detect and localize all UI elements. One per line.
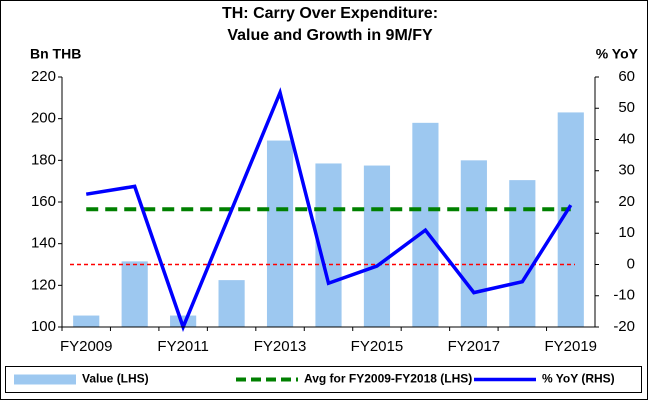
- chart-title: TH: Carry Over Expenditure:: [222, 5, 438, 22]
- y2-tick-label: 0: [627, 255, 635, 272]
- chart-title: Value and Growth in 9M/FY: [227, 27, 433, 44]
- y2-tick-label: -20: [613, 318, 635, 335]
- y-tick-label: 220: [31, 68, 56, 85]
- bar: [170, 315, 197, 327]
- bar: [460, 160, 487, 327]
- bar: [121, 261, 148, 327]
- y2-tick-label: 20: [618, 193, 635, 210]
- legend-swatch: [14, 374, 76, 385]
- x-tick-label: FY2011: [157, 338, 208, 355]
- legend-box: [5, 366, 642, 393]
- y-axis-label: Bn THB: [30, 46, 81, 62]
- x-tick-label: FY2009: [60, 338, 113, 355]
- y-tick-label: 100: [31, 318, 56, 335]
- y2-axis-label: % YoY: [596, 46, 639, 62]
- bar: [509, 180, 536, 327]
- y2-tick-label: 60: [618, 68, 635, 85]
- y-tick-label: 140: [31, 235, 56, 252]
- bar: [73, 315, 100, 327]
- y-tick-label: 200: [31, 110, 56, 127]
- y2-tick-label: 40: [618, 130, 635, 147]
- x-tick-label: FY2015: [351, 338, 404, 355]
- y2-tick-label: 50: [618, 99, 635, 116]
- y2-tick-label: 30: [618, 162, 635, 179]
- series-line: [85, 87, 573, 332]
- x-tick-label: FY2013: [254, 338, 307, 355]
- legend-label: Avg for FY2009-FY2018 (LHS): [304, 372, 472, 386]
- bar: [266, 140, 294, 327]
- x-tick-label: FY2017: [448, 338, 501, 355]
- y-tick-label: 160: [31, 193, 56, 210]
- legend-label: Value (LHS): [82, 372, 149, 386]
- bar: [412, 122, 439, 327]
- y-tick-label: 120: [31, 276, 56, 293]
- y-tick-label: 180: [31, 151, 56, 168]
- y2-tick-label: 10: [618, 224, 635, 241]
- bar: [363, 165, 391, 327]
- y2-tick-label: -10: [613, 287, 635, 304]
- legend-label: % YoY (RHS): [542, 372, 615, 386]
- x-tick-label: FY2019: [544, 338, 597, 355]
- bar: [218, 280, 245, 327]
